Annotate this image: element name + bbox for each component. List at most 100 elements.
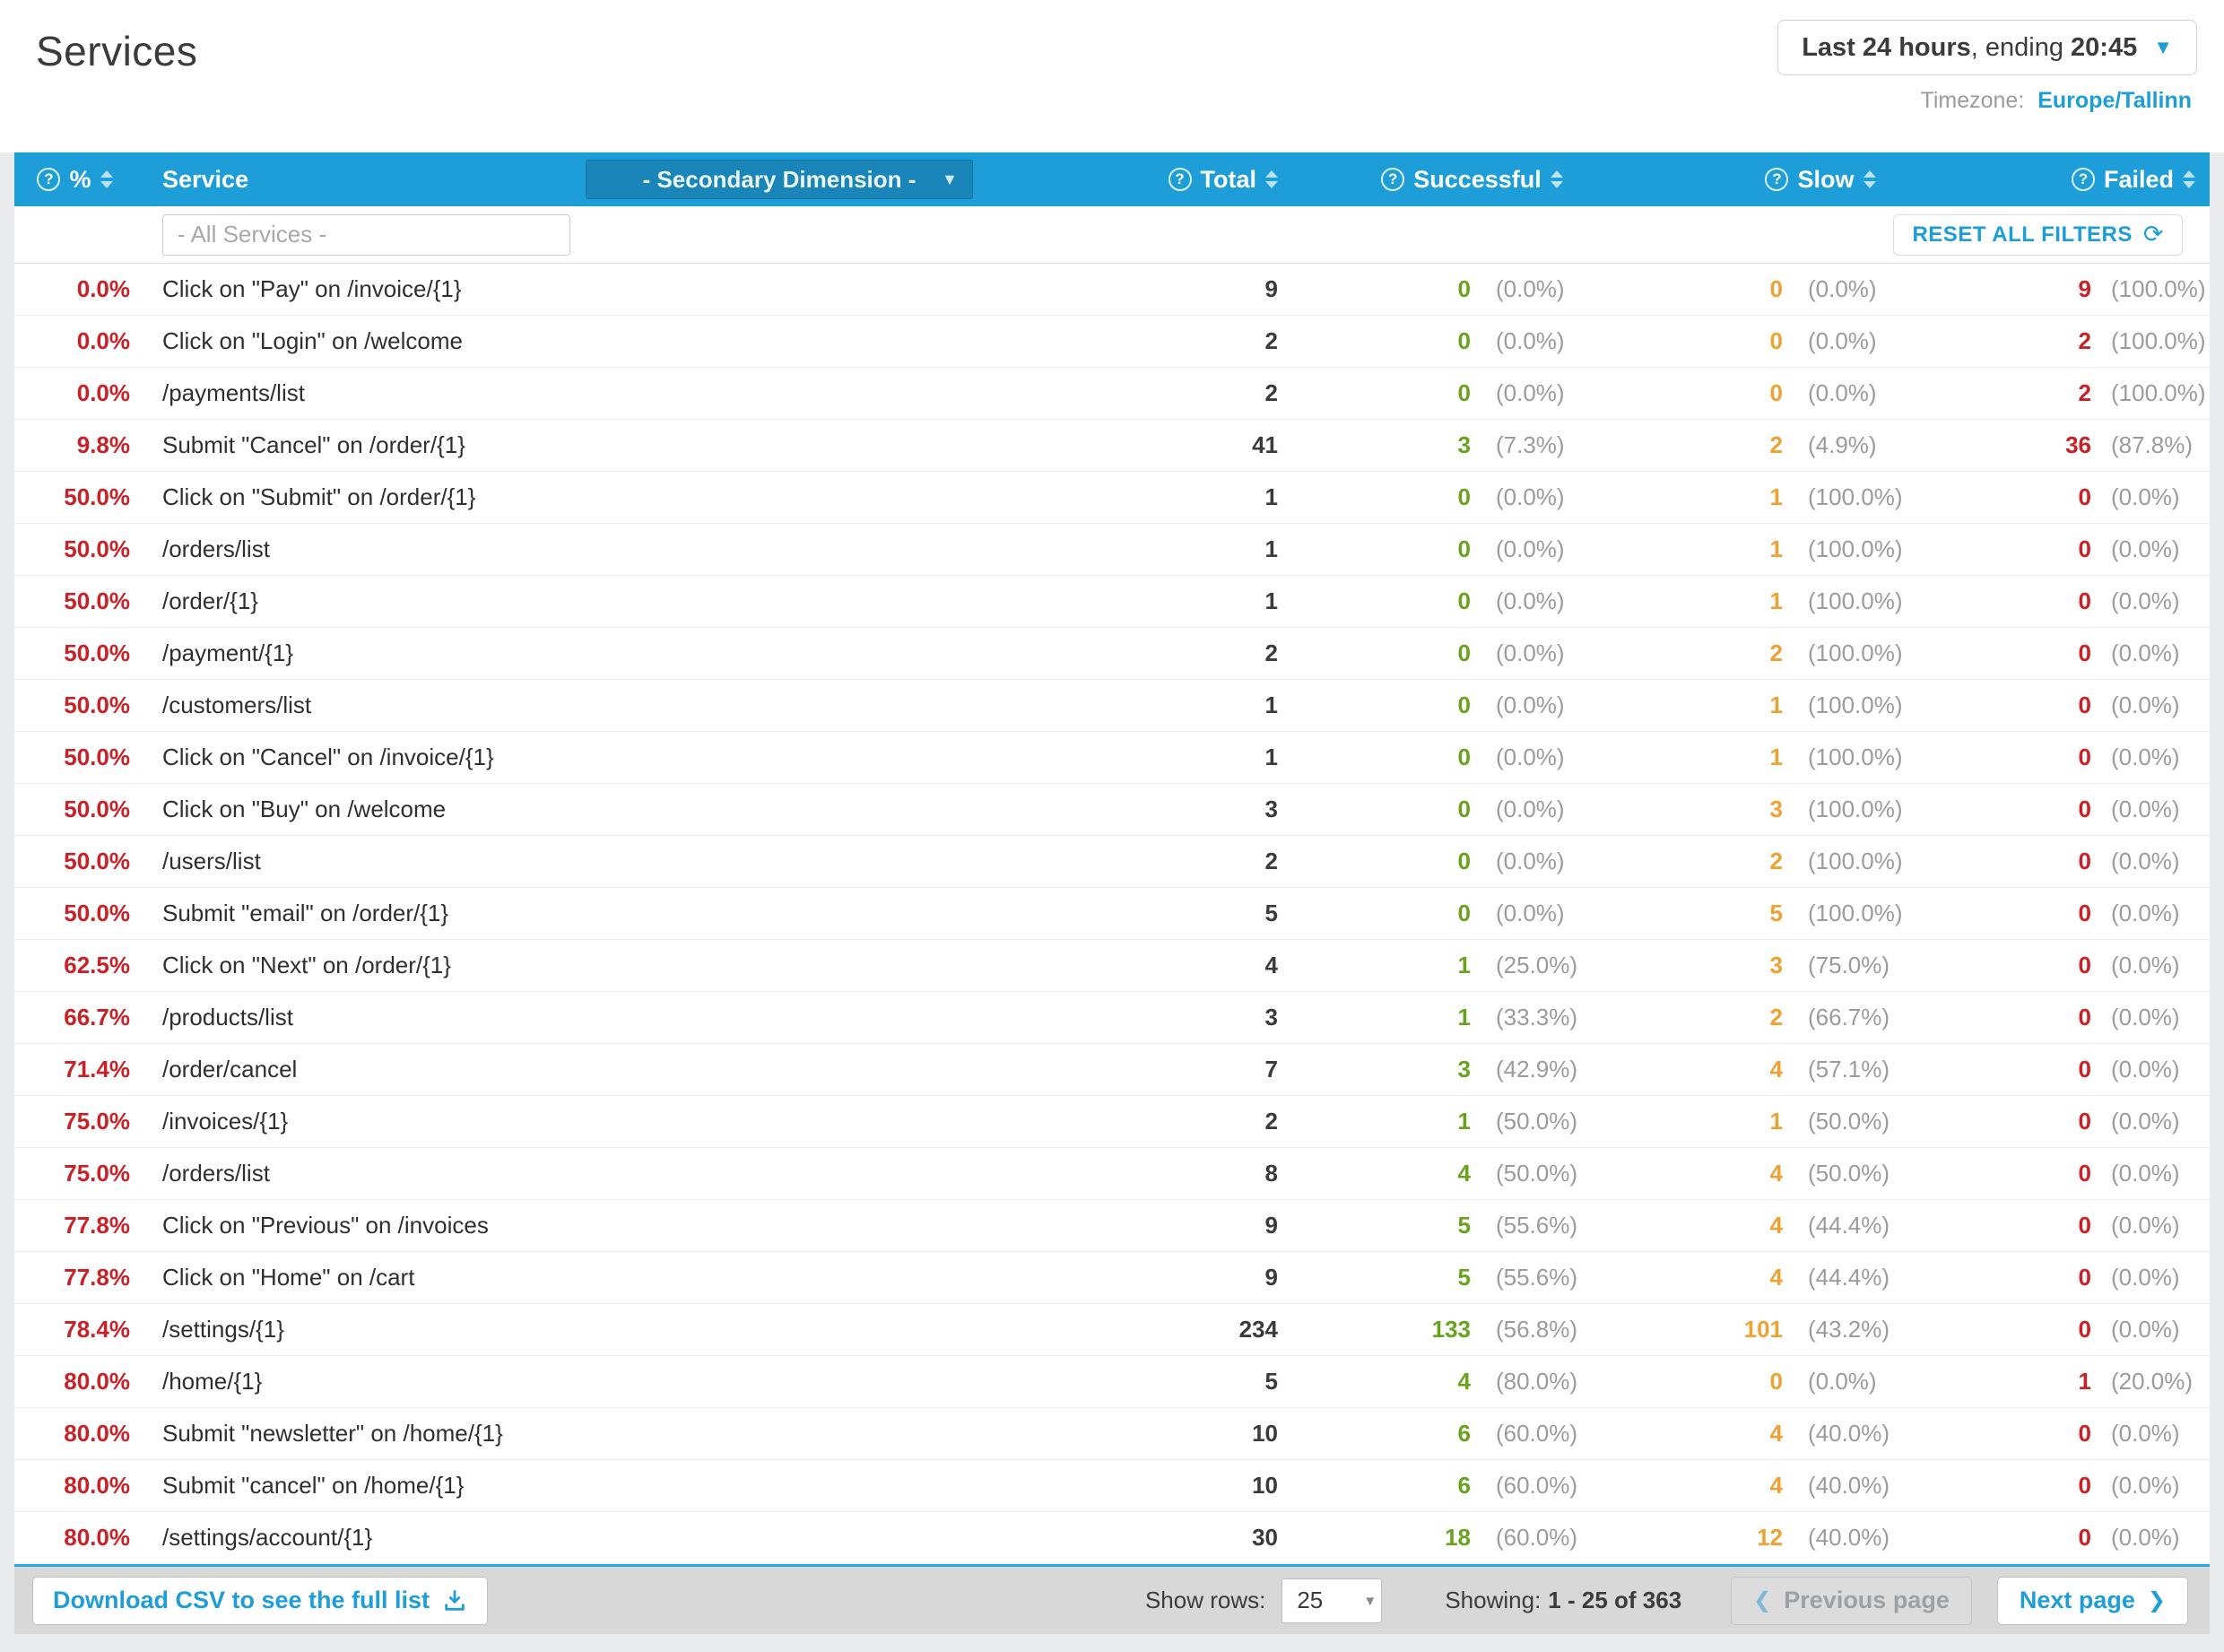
reset-filters-label: RESET ALL FILTERS <box>1912 222 2133 247</box>
table-row[interactable]: 50.0% /users/list 2 0 (0.0%) 2 (100.0%) … <box>14 836 2210 888</box>
row-successful-count: 0 <box>1457 483 1471 510</box>
column-header-successful[interactable]: ? Successful <box>1278 152 1666 206</box>
table-row[interactable]: 0.0% Click on "Login" on /welcome 2 0 (0… <box>14 316 2210 368</box>
time-range-label: Last 24 hours <box>1802 32 1971 62</box>
table-row[interactable]: 78.4% /settings/{1} 234 133 (56.8%) 101 … <box>14 1304 2210 1356</box>
row-failed-count: 0 <box>2078 1524 2091 1551</box>
table-row[interactable]: 80.0% Submit "newsletter" on /home/{1} 1… <box>14 1408 2210 1460</box>
row-failed-count: 2 <box>2078 379 2091 406</box>
showing-label: Showing: <box>1445 1587 1542 1613</box>
table-row[interactable]: 71.4% /order/cancel 7 3 (42.9%) 4 (57.1%… <box>14 1044 2210 1096</box>
row-successful-count: 0 <box>1457 275 1471 302</box>
row-failed-count: 0 <box>2078 1316 2091 1343</box>
table-row[interactable]: 50.0% /customers/list 1 0 (0.0%) 1 (100.… <box>14 680 2210 732</box>
time-range-button[interactable]: Last 24 hours, ending 20:45 ▼ <box>1777 20 2197 75</box>
row-service-name: Submit "cancel" on /home/{1} <box>162 1472 465 1499</box>
row-slow-pct: (43.2%) <box>1808 1316 1890 1343</box>
row-total: 2 <box>1264 327 1278 354</box>
previous-page-button[interactable]: ❮ Previous page <box>1731 1576 1972 1625</box>
showing-status: Showing: 1 - 25 of 363 <box>1445 1587 1681 1614</box>
row-failed-pct: (0.0%) <box>2111 900 2180 926</box>
help-icon[interactable]: ? <box>1168 168 1192 191</box>
row-failed-pct: (0.0%) <box>2111 483 2180 510</box>
table-header: ? % Service - Secondary Dimension - ▼ ? … <box>14 152 2210 206</box>
row-successful-count: 3 <box>1457 431 1471 458</box>
row-successful-pct: (50.0%) <box>1496 1160 1578 1187</box>
download-csv-button[interactable]: Download CSV to see the full list <box>32 1576 489 1625</box>
row-slow-count: 4 <box>1769 1056 1783 1082</box>
previous-page-label: Previous page <box>1784 1587 1950 1613</box>
row-failed-pct: (87.8%) <box>2111 431 2194 458</box>
column-header-total[interactable]: ? Total <box>1009 152 1278 206</box>
help-icon[interactable]: ? <box>1765 168 1789 191</box>
table-row[interactable]: 0.0% Click on "Pay" on /invoice/{1} 9 0 … <box>14 264 2210 316</box>
row-availability: 75.0% <box>64 1108 130 1135</box>
table-body: 0.0% Click on "Pay" on /invoice/{1} 9 0 … <box>14 264 2210 1564</box>
row-successful-pct: (0.0%) <box>1496 535 1565 562</box>
column-header-availability[interactable]: ? % <box>14 152 135 206</box>
help-icon[interactable]: ? <box>2071 168 2095 191</box>
column-label-failed: Failed <box>2103 165 2174 193</box>
timezone-link[interactable]: Europe/Tallinn <box>2037 88 2192 113</box>
table-row[interactable]: 80.0% Submit "cancel" on /home/{1} 10 6 … <box>14 1460 2210 1512</box>
row-slow-count: 3 <box>1769 796 1783 822</box>
table-row[interactable]: 50.0% /order/{1} 1 0 (0.0%) 1 (100.0%) 0… <box>14 576 2210 628</box>
sort-icon[interactable] <box>1550 170 1563 188</box>
sort-icon[interactable] <box>100 170 113 188</box>
row-successful-count: 1 <box>1457 1108 1471 1135</box>
row-service-name: /settings/account/{1} <box>162 1524 373 1551</box>
secondary-dimension-dropdown[interactable]: - Secondary Dimension - ▼ <box>586 160 973 199</box>
table-row[interactable]: 50.0% /orders/list 1 0 (0.0%) 1 (100.0%)… <box>14 524 2210 576</box>
row-total: 10 <box>1252 1472 1278 1499</box>
row-total: 4 <box>1264 952 1278 978</box>
topbar: Services Last 24 hours, ending 20:45 ▼ T… <box>0 0 2224 152</box>
service-filter-input[interactable] <box>162 213 570 256</box>
table-row[interactable]: 66.7% /products/list 3 1 (33.3%) 2 (66.7… <box>14 992 2210 1044</box>
row-slow-count: 0 <box>1769 327 1783 354</box>
sort-icon[interactable] <box>1863 170 1876 188</box>
table-row[interactable]: 77.8% Click on "Previous" on /invoices 9… <box>14 1200 2210 1252</box>
row-failed-pct: (0.0%) <box>2111 796 2180 822</box>
sort-icon[interactable] <box>1265 170 1278 188</box>
row-failed-pct: (0.0%) <box>2111 1212 2180 1239</box>
table-row[interactable]: 80.0% /home/{1} 5 4 (80.0%) 0 (0.0%) 1 (… <box>14 1356 2210 1408</box>
reset-filters-button[interactable]: RESET ALL FILTERS ⟳ <box>1893 213 2183 256</box>
time-range-area: Last 24 hours, ending 20:45 ▼ Timezone: … <box>1777 20 2197 152</box>
table-row[interactable]: 75.0% /orders/list 8 4 (50.0%) 4 (50.0%)… <box>14 1148 2210 1200</box>
column-header-failed[interactable]: ? Failed <box>1975 152 2210 206</box>
sort-icon[interactable] <box>2183 170 2195 188</box>
table-row[interactable]: 50.0% /payment/{1} 2 0 (0.0%) 2 (100.0%)… <box>14 628 2210 680</box>
table-row[interactable]: 9.8% Submit "Cancel" on /order/{1} 41 3 … <box>14 420 2210 472</box>
column-header-slow[interactable]: ? Slow <box>1666 152 1975 206</box>
row-availability: 50.0% <box>64 848 130 874</box>
row-slow-count: 1 <box>1769 535 1783 562</box>
row-successful-pct: (60.0%) <box>1496 1472 1578 1499</box>
row-successful-count: 5 <box>1457 1264 1471 1291</box>
table-row[interactable]: 77.8% Click on "Home" on /cart 9 5 (55.6… <box>14 1252 2210 1304</box>
timezone: Timezone: Europe/Tallinn <box>1920 88 2197 114</box>
table-row[interactable]: 50.0% Click on "Buy" on /welcome 3 0 (0.… <box>14 784 2210 836</box>
chevron-left-icon: ❮ <box>1753 1588 1772 1613</box>
table-row[interactable]: 62.5% Click on "Next" on /order/{1} 4 1 … <box>14 940 2210 992</box>
filter-row: RESET ALL FILTERS ⟳ <box>14 206 2210 264</box>
row-successful-pct: (0.0%) <box>1496 483 1565 510</box>
table-row[interactable]: 50.0% Click on "Submit" on /order/{1} 1 … <box>14 472 2210 524</box>
row-service-name: /payment/{1} <box>162 639 293 666</box>
help-icon[interactable]: ? <box>37 168 61 191</box>
help-icon[interactable]: ? <box>1381 168 1405 191</box>
row-successful-count: 0 <box>1457 900 1471 926</box>
table-row[interactable]: 80.0% /settings/account/{1} 30 18 (60.0%… <box>14 1512 2210 1564</box>
next-page-button[interactable]: Next page ❯ <box>1996 1576 2188 1625</box>
refresh-icon: ⟳ <box>2142 221 2164 248</box>
table-row[interactable]: 75.0% /invoices/{1} 2 1 (50.0%) 1 (50.0%… <box>14 1096 2210 1148</box>
table-row[interactable]: 0.0% /payments/list 2 0 (0.0%) 0 (0.0%) … <box>14 368 2210 420</box>
row-failed-pct: (0.0%) <box>2111 1160 2180 1187</box>
row-service-name: Click on "Buy" on /welcome <box>162 796 447 822</box>
row-total: 234 <box>1238 1316 1278 1343</box>
table-row[interactable]: 50.0% Submit "email" on /order/{1} 5 0 (… <box>14 888 2210 940</box>
row-successful-count: 3 <box>1457 1056 1471 1082</box>
table-row[interactable]: 50.0% Click on "Cancel" on /invoice/{1} … <box>14 732 2210 784</box>
row-failed-pct: (0.0%) <box>2111 1472 2180 1499</box>
rows-select[interactable]: 25 ▾ <box>1281 1578 1383 1623</box>
caret-down-icon: ▼ <box>942 170 958 188</box>
